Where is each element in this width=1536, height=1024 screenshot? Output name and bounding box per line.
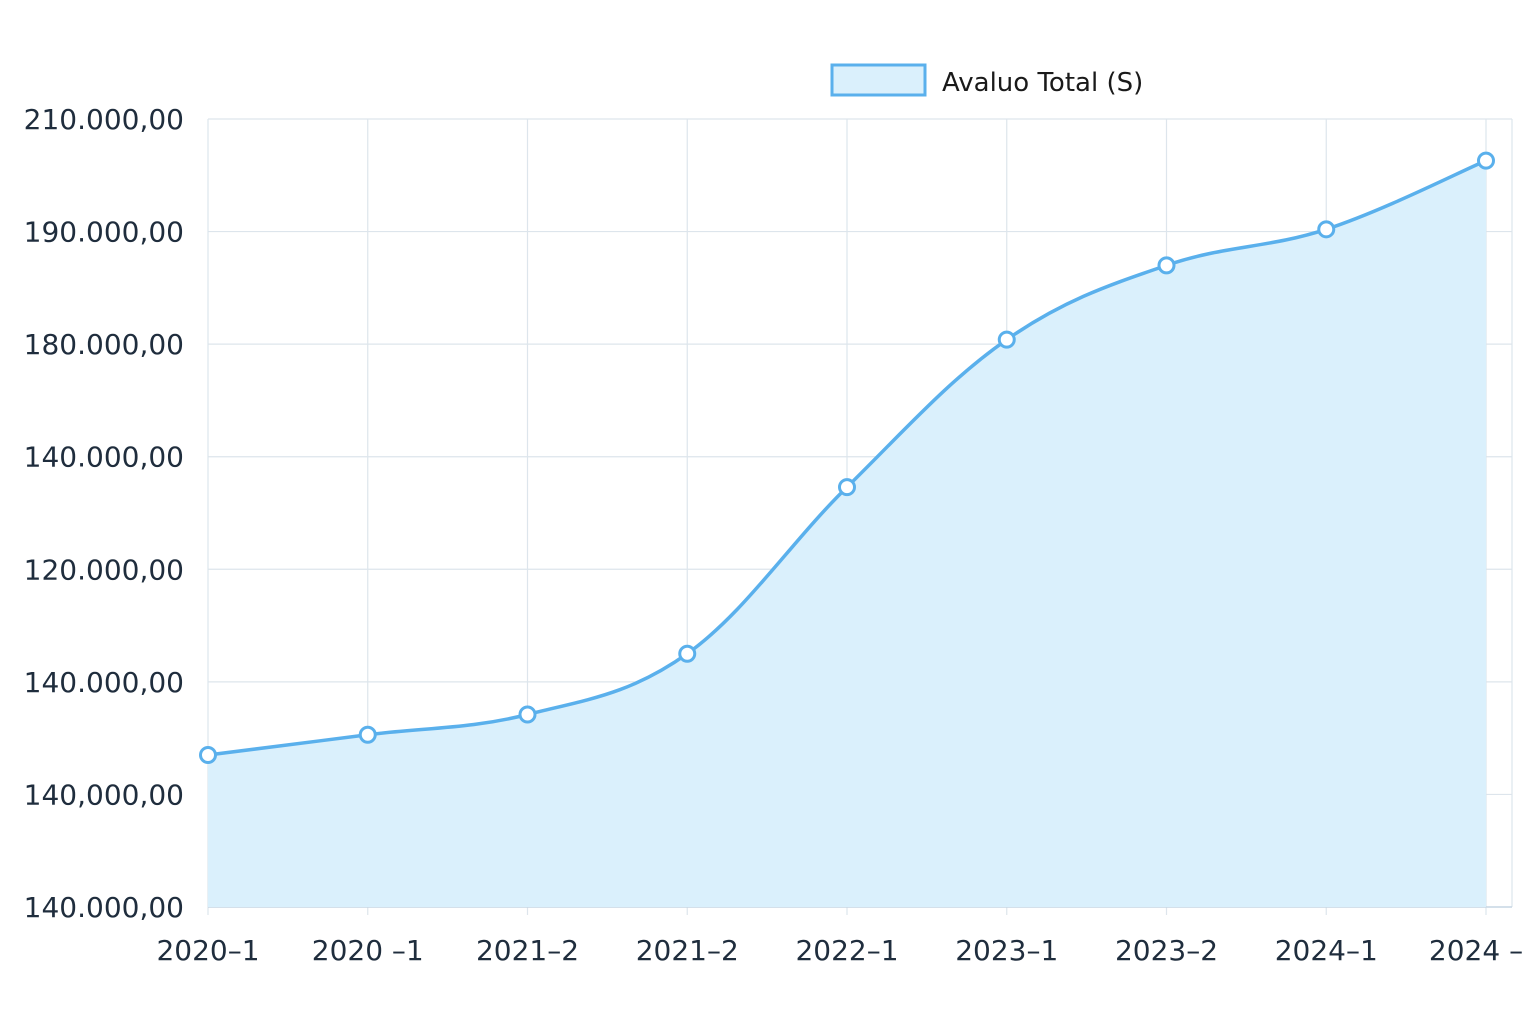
y-tick-label: 140.000,00 bbox=[24, 666, 184, 699]
data-point[interactable] bbox=[358, 725, 377, 744]
y-tick-label: 140,000,00 bbox=[24, 778, 184, 811]
x-tick-label: 2020 –1 bbox=[312, 934, 424, 967]
legend-label: Avaluo Total (S) bbox=[942, 68, 1143, 98]
x-tick-label: 2023–1 bbox=[955, 934, 1058, 967]
x-tick-label: 2021–2 bbox=[476, 934, 579, 967]
x-tick-label: 2022–1 bbox=[795, 934, 898, 967]
legend-swatch[interactable] bbox=[830, 63, 927, 97]
x-tick-label: 2020–1 bbox=[156, 934, 259, 967]
data-point[interactable] bbox=[1157, 256, 1176, 275]
data-point[interactable] bbox=[997, 330, 1016, 349]
x-tick-label: 2024–1 bbox=[1275, 934, 1378, 967]
y-tick-label: 140.000,00 bbox=[24, 891, 184, 924]
y-tick-label: 210.000,00 bbox=[24, 103, 184, 136]
legend[interactable]: Avaluo Total (S) bbox=[830, 63, 1143, 98]
y-axis-ticks: 210.000,00 190.000,00 180.000,00 140.000,00… bbox=[24, 103, 184, 924]
y-tick-label: 120.000,00 bbox=[24, 553, 184, 586]
y-tick-label: 190.000,00 bbox=[24, 216, 184, 249]
x-tick-label: 2021–2 bbox=[636, 934, 739, 967]
data-point[interactable] bbox=[199, 746, 217, 765]
x-axis-ticks: 2020–1 2020 –1 2021–2 2021–2 2022–1 2023–1 202… bbox=[156, 934, 1523, 967]
y-tick-label: 140.000,00 bbox=[24, 441, 184, 474]
data-point[interactable] bbox=[678, 644, 697, 663]
x-tick-label: 2024 – bbox=[1429, 934, 1523, 967]
data-point[interactable] bbox=[838, 478, 856, 497]
x-tick-label: 2023–2 bbox=[1115, 934, 1218, 967]
data-points bbox=[199, 151, 1495, 765]
y-tick-label: 180.000,00 bbox=[24, 328, 184, 361]
data-point[interactable] bbox=[518, 705, 537, 724]
data-point[interactable] bbox=[1317, 220, 1336, 239]
data-point[interactable] bbox=[1477, 151, 1495, 170]
